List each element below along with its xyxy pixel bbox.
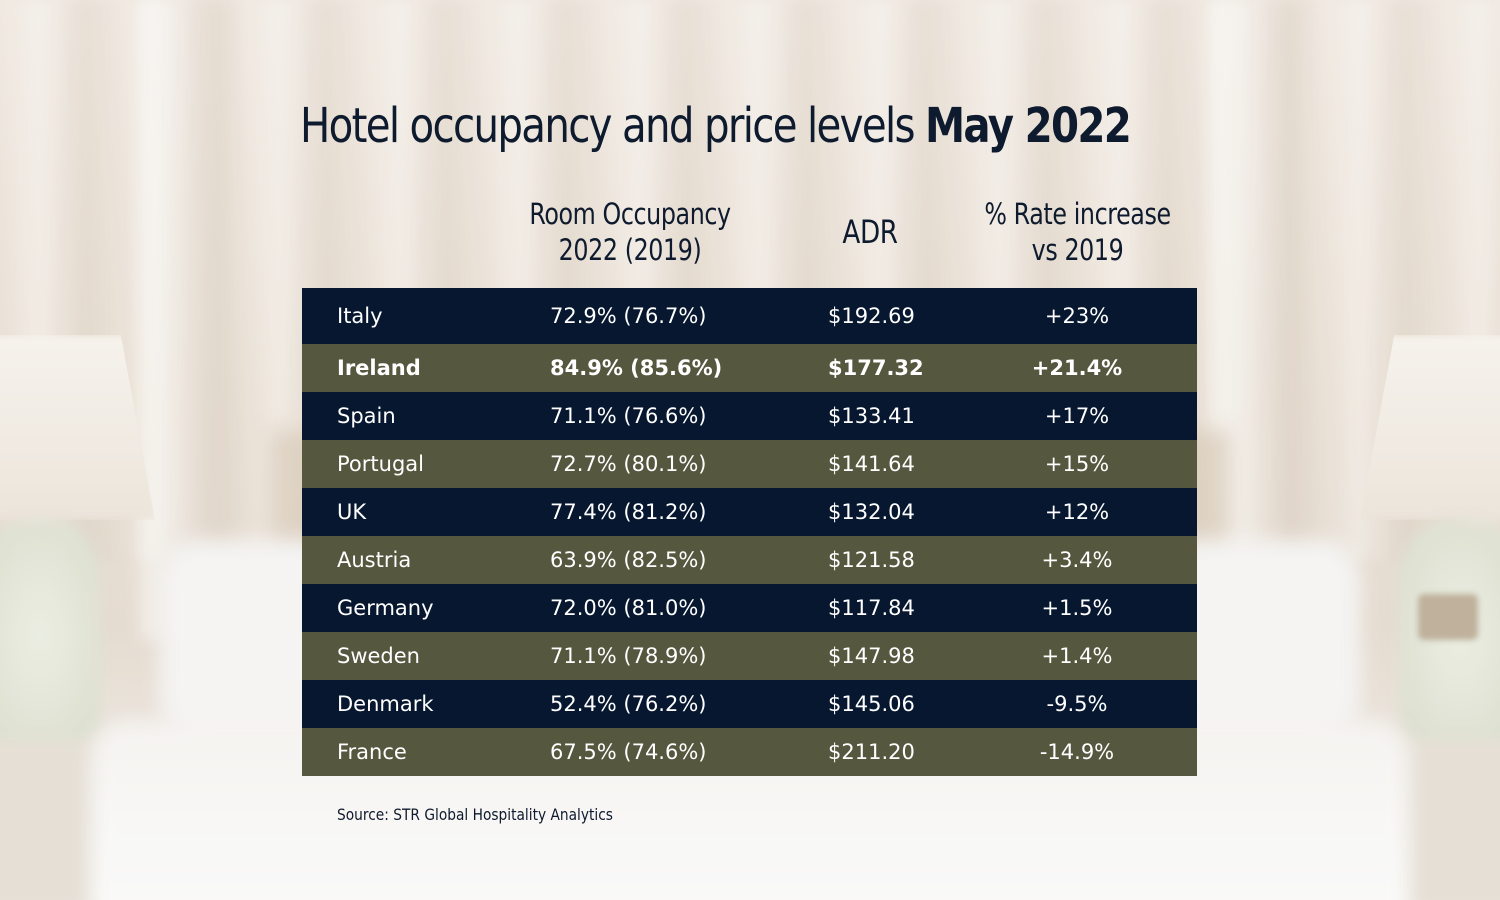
- table-row-portugal: Portugal 72.7% (80.1%) $141.64 +15%: [302, 440, 1197, 488]
- cell-occupancy: 52.4% (76.2%): [550, 692, 707, 716]
- table-row-sweden: Sweden 71.1% (78.9%) $147.98 +1.4%: [302, 632, 1197, 680]
- source-note: Source: STR Global Hospitality Analytics: [337, 805, 613, 824]
- cell-rate-increase: +23%: [1044, 304, 1110, 328]
- cell-adr: $211.20: [828, 740, 915, 764]
- cell-adr: $121.58: [828, 548, 915, 572]
- cell-occupancy: 67.5% (74.6%): [550, 740, 707, 764]
- chart-title-bold: May 2022: [924, 98, 1132, 154]
- cell-rate-increase: -9.5%: [1046, 692, 1108, 716]
- column-header-rate-increase: % Rate increase vs 2019: [984, 197, 1171, 267]
- column-header-occupancy: Room Occupancy 2022 (2019): [529, 197, 731, 267]
- chart-title-regular: Hotel occupancy and price levels: [300, 98, 925, 154]
- table-row-italy: Italy 72.9% (76.7%) $192.69 +23%: [302, 288, 1197, 344]
- cell-country: Spain: [337, 404, 396, 428]
- cell-country: Sweden: [337, 644, 420, 668]
- cell-adr: $192.69: [828, 304, 915, 328]
- cell-country: Portugal: [337, 452, 424, 476]
- cell-country: Denmark: [337, 692, 434, 716]
- column-header-adr: ADR: [842, 213, 898, 251]
- cell-adr: $132.04: [828, 500, 915, 524]
- cell-adr: $177.32: [828, 356, 924, 380]
- table-row-uk: UK 77.4% (81.2%) $132.04 +12%: [302, 488, 1197, 536]
- table-row-spain: Spain 71.1% (76.6%) $133.41 +17%: [302, 392, 1197, 440]
- cell-country: Austria: [337, 548, 412, 572]
- cell-occupancy: 63.9% (82.5%): [550, 548, 707, 572]
- cell-rate-increase: -14.9%: [1039, 740, 1115, 764]
- cell-occupancy: 71.1% (76.6%): [550, 404, 707, 428]
- cell-occupancy: 77.4% (81.2%): [550, 500, 707, 524]
- table-row-austria: Austria 63.9% (82.5%) $121.58 +3.4%: [302, 536, 1197, 584]
- table-row-germany: Germany 72.0% (81.0%) $117.84 +1.5%: [302, 584, 1197, 632]
- cell-country: Italy: [337, 304, 383, 328]
- cell-occupancy: 72.0% (81.0%): [550, 596, 707, 620]
- cell-rate-increase: +12%: [1044, 500, 1110, 524]
- cell-adr: $141.64: [828, 452, 915, 476]
- cell-occupancy: 71.1% (78.9%): [550, 644, 707, 668]
- data-table: Italy 72.9% (76.7%) $192.69 +23% Ireland 84.9…: [302, 288, 1197, 776]
- cell-rate-increase: +3.4%: [1041, 548, 1113, 572]
- cell-rate-increase: +1.4%: [1041, 644, 1113, 668]
- cell-adr: $117.84: [828, 596, 915, 620]
- table-row-france: France 67.5% (74.6%) $211.20 -14.9%: [302, 728, 1197, 776]
- cell-country: Germany: [337, 596, 434, 620]
- table-row-denmark: Denmark 52.4% (76.2%) $145.06 -9.5%: [302, 680, 1197, 728]
- cell-rate-increase: +15%: [1044, 452, 1110, 476]
- cell-rate-increase: +1.5%: [1041, 596, 1113, 620]
- cell-occupancy: 84.9% (85.6%): [550, 356, 723, 380]
- cell-rate-increase: +17%: [1044, 404, 1110, 428]
- cell-occupancy: 72.7% (80.1%): [550, 452, 707, 476]
- cell-country: UK: [337, 500, 367, 524]
- table-row-ireland: Ireland 84.9% (85.6%) $177.32 +21.4%: [302, 344, 1197, 392]
- cell-adr: $133.41: [828, 404, 915, 428]
- cell-country: Ireland: [337, 356, 421, 380]
- cell-country: France: [337, 740, 407, 764]
- cell-rate-increase: +21.4%: [1031, 356, 1123, 380]
- chart-title: Hotel occupancy and price levels May 202…: [300, 98, 1132, 154]
- cell-adr: $147.98: [828, 644, 915, 668]
- cell-occupancy: 72.9% (76.7%): [550, 304, 707, 328]
- cell-adr: $145.06: [828, 692, 915, 716]
